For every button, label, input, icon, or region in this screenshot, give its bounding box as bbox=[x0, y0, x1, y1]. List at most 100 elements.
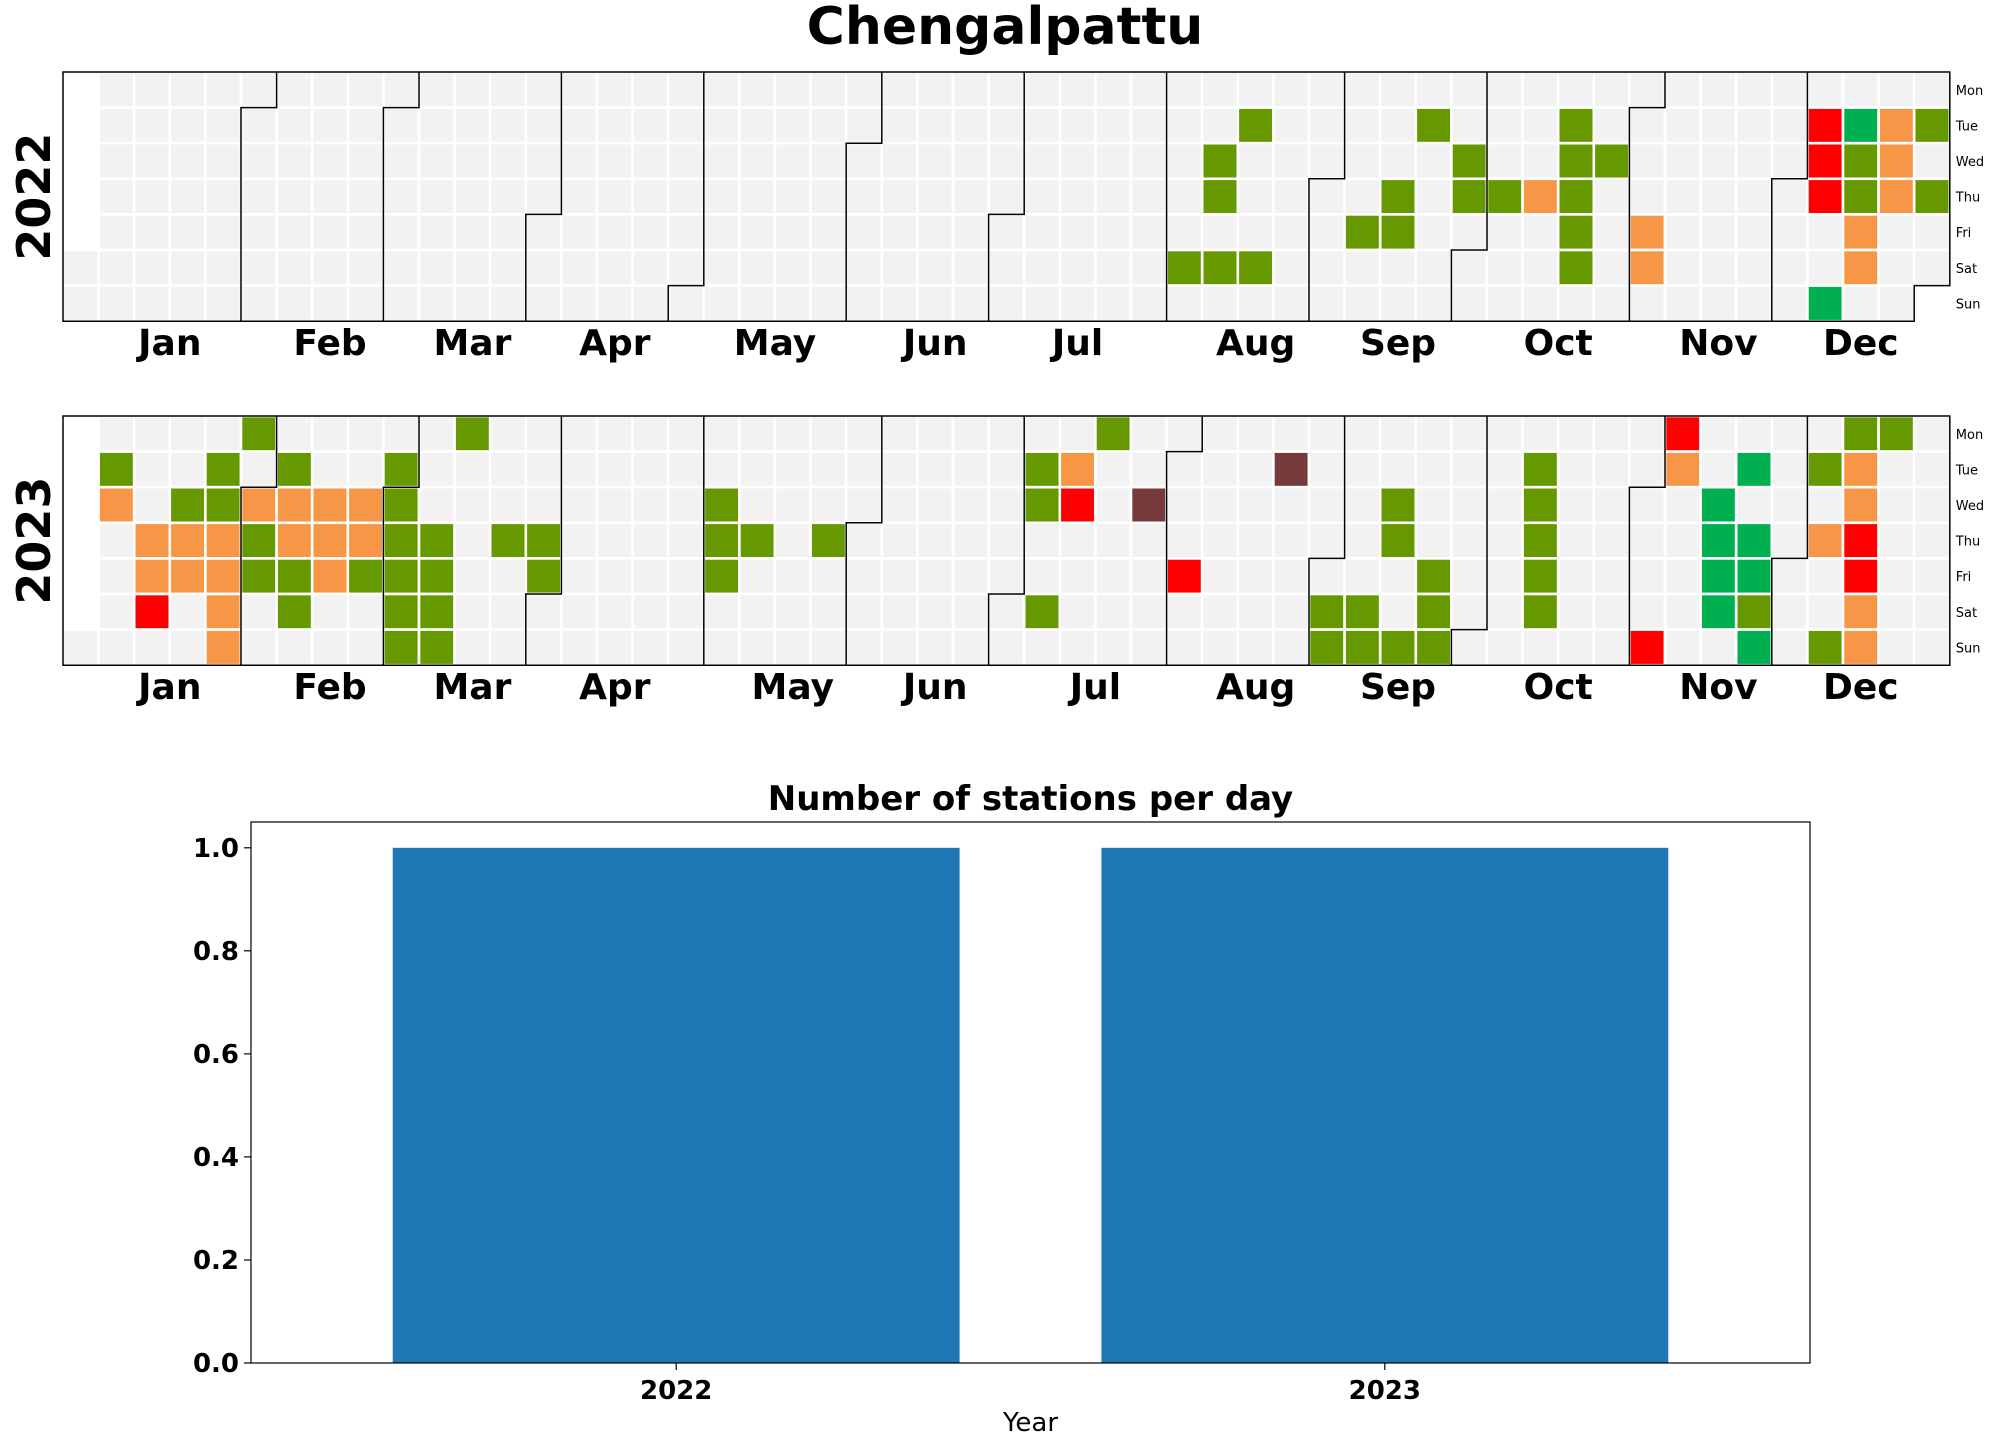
day-cell bbox=[916, 248, 955, 287]
day-cell bbox=[560, 592, 599, 631]
day-cell bbox=[1628, 450, 1667, 489]
day-cell bbox=[488, 141, 528, 181]
day-cell bbox=[132, 248, 172, 287]
day-cell bbox=[1343, 557, 1382, 596]
day-cell bbox=[346, 628, 385, 667]
day-cell bbox=[346, 592, 385, 631]
day-cell bbox=[809, 284, 848, 323]
day-cell bbox=[773, 284, 812, 323]
day-cell bbox=[738, 414, 777, 453]
day-cell bbox=[738, 521, 777, 560]
month-label: Mar bbox=[433, 323, 511, 364]
day-cell bbox=[1663, 485, 1702, 525]
day-cell bbox=[168, 485, 207, 525]
day-cell bbox=[1521, 521, 1560, 560]
day-cell bbox=[1628, 485, 1667, 525]
day-cell bbox=[702, 70, 741, 109]
day-cell bbox=[1129, 106, 1168, 145]
day-cell bbox=[702, 414, 741, 453]
day-cell bbox=[702, 592, 741, 631]
day-cell bbox=[1378, 284, 1418, 323]
day-cell bbox=[453, 70, 492, 109]
day-cell bbox=[275, 177, 314, 216]
day-cell bbox=[1414, 284, 1453, 323]
day-cell bbox=[168, 521, 207, 560]
day-cell bbox=[168, 106, 207, 145]
day-cell bbox=[1272, 177, 1311, 216]
month-boundary bbox=[1450, 416, 1488, 666]
day-cell bbox=[987, 248, 1026, 287]
day-cell bbox=[1129, 450, 1168, 489]
day-cell bbox=[1734, 177, 1774, 216]
day-cell bbox=[524, 106, 563, 145]
day-cell bbox=[275, 521, 314, 560]
day-cell bbox=[1094, 248, 1133, 287]
day-cell bbox=[488, 414, 528, 453]
day-cell bbox=[1521, 557, 1560, 596]
day-cell bbox=[773, 450, 812, 489]
day-cell bbox=[1663, 106, 1702, 145]
day-cell bbox=[1877, 141, 1916, 181]
day-cell bbox=[1770, 557, 1809, 596]
day-cell bbox=[1734, 213, 1774, 252]
day-cell bbox=[1521, 106, 1560, 145]
day-cell bbox=[1129, 284, 1168, 323]
day-cell bbox=[1343, 70, 1382, 109]
day-cell bbox=[346, 521, 385, 560]
day-cell bbox=[417, 414, 456, 453]
day-cell bbox=[951, 284, 990, 323]
day-cell bbox=[1770, 141, 1809, 181]
month-label: Oct bbox=[1524, 667, 1593, 708]
day-cell bbox=[382, 141, 421, 181]
day-cell bbox=[951, 557, 990, 596]
day-cell bbox=[1378, 557, 1418, 596]
day-cell bbox=[1200, 213, 1240, 252]
day-cell bbox=[809, 70, 848, 109]
day-cell bbox=[1592, 213, 1631, 252]
day-cell bbox=[524, 592, 563, 631]
day-cell bbox=[631, 213, 670, 252]
day-cell bbox=[275, 70, 314, 109]
day-cell bbox=[916, 592, 955, 631]
day-cell bbox=[453, 106, 492, 145]
day-cell bbox=[1129, 141, 1168, 181]
day-cell bbox=[275, 248, 314, 287]
day-cell bbox=[417, 284, 456, 323]
day-cell bbox=[1343, 106, 1382, 145]
day-cell bbox=[1556, 628, 1596, 667]
day-cell bbox=[1165, 70, 1204, 109]
day-cell bbox=[1592, 414, 1631, 453]
day-cell bbox=[1628, 177, 1667, 216]
month-label: Apr bbox=[579, 323, 651, 364]
day-cell bbox=[1770, 213, 1809, 252]
day-cell bbox=[1378, 521, 1418, 560]
day-cell bbox=[1378, 628, 1418, 667]
day-cell bbox=[844, 450, 884, 489]
weekday-label: Mon bbox=[1956, 84, 1983, 99]
month-boundary bbox=[1308, 72, 1346, 322]
day-cell bbox=[916, 284, 955, 323]
month-boundary bbox=[1771, 416, 1809, 666]
day-cell bbox=[1236, 521, 1275, 560]
day-cell bbox=[1770, 628, 1809, 667]
day-cell bbox=[1378, 592, 1418, 631]
day-cell bbox=[666, 141, 706, 181]
day-cell bbox=[1129, 592, 1168, 631]
day-cell bbox=[1663, 450, 1702, 489]
day-cell bbox=[1272, 450, 1311, 489]
day-cell bbox=[1094, 141, 1133, 181]
day-cell bbox=[382, 450, 421, 489]
day-cell bbox=[1094, 628, 1133, 667]
day-cell bbox=[132, 414, 172, 453]
day-cell bbox=[880, 106, 919, 145]
day-cell bbox=[132, 450, 172, 489]
month-boundary bbox=[525, 416, 563, 666]
day-cell bbox=[916, 521, 955, 560]
day-cell bbox=[951, 628, 990, 667]
day-cell bbox=[1556, 485, 1596, 525]
day-cell bbox=[951, 485, 990, 525]
day-cell bbox=[1841, 141, 1880, 181]
month-boundary bbox=[382, 416, 420, 666]
weekday-label: Sun bbox=[1956, 297, 1981, 312]
day-cell bbox=[488, 592, 528, 631]
